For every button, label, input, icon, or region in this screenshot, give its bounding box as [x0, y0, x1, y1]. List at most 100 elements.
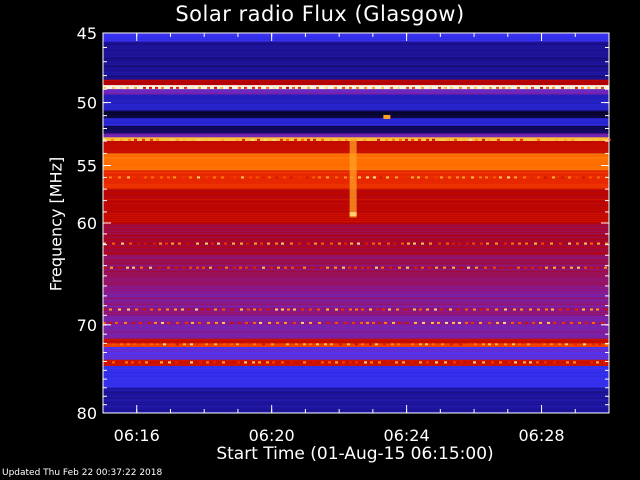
hot-line-segment [419, 343, 422, 346]
hot-line-segment [306, 176, 309, 179]
hot-line-segment [135, 308, 138, 311]
hot-line-segment [182, 176, 185, 179]
hot-line-segment [191, 321, 194, 324]
band-streak [103, 365, 609, 367]
hot-line-segment [360, 321, 363, 324]
hot-line-segment [171, 242, 174, 245]
band-streak [103, 231, 609, 232]
hot-line-segment [150, 308, 153, 311]
band-streak [103, 345, 609, 347]
band-streak [103, 359, 609, 361]
hot-line-segment [170, 343, 173, 346]
hot-line-segment [491, 361, 494, 364]
hot-line-segment [597, 242, 600, 245]
hot-line-segment [142, 138, 145, 141]
frequency-band [103, 133, 609, 138]
hot-line-segment [238, 86, 241, 89]
hot-line-segment [344, 242, 347, 245]
hot-line-segment [301, 321, 304, 324]
hot-line-segment [150, 138, 153, 141]
hot-line-segment [573, 361, 576, 364]
hot-line-segment [392, 321, 395, 324]
hot-line-segment [128, 138, 131, 141]
band-streak [103, 67, 609, 69]
hot-line-segment [514, 361, 517, 364]
hot-line-segment [197, 138, 200, 141]
hot-line-segment [545, 308, 548, 311]
hot-line-segment [213, 361, 216, 364]
hot-line-segment [386, 176, 389, 179]
hot-line-segment [139, 321, 142, 324]
hot-line-segment [403, 176, 406, 179]
hot-line-segment [318, 321, 321, 324]
hot-line-segment [429, 86, 432, 89]
band-streak [103, 219, 609, 221]
hot-line-segment [229, 86, 232, 89]
hot-line-segment [212, 138, 215, 141]
band-streak [103, 257, 609, 259]
hot-line-segment [570, 321, 573, 324]
hot-line-segment [482, 361, 485, 364]
hot-line-segment [513, 138, 516, 141]
hot-line-segment [537, 176, 540, 179]
band-streak [103, 129, 609, 131]
hot-line-segment [396, 308, 399, 311]
hot-line-segment [496, 86, 499, 89]
hot-line-segment [237, 361, 240, 364]
hot-line-segment [202, 266, 205, 269]
hot-line-segment [176, 138, 179, 141]
hot-line-segment [145, 361, 148, 364]
hot-line-segment [406, 266, 409, 269]
band-streak [103, 281, 609, 283]
band-streak [103, 253, 609, 254]
hot-line-segment [241, 176, 244, 179]
hot-line-segment [559, 308, 562, 311]
hot-line-segment [541, 242, 544, 245]
hot-line-segment [590, 361, 593, 364]
hot-line-segment [577, 266, 580, 269]
band-streak [103, 263, 609, 265]
band-streak [103, 245, 609, 246]
hot-line-segment [132, 266, 135, 269]
band-streak [103, 271, 609, 273]
hot-line-segment [389, 266, 392, 269]
hot-line-segment [144, 242, 147, 245]
hot-line-segment [499, 176, 502, 179]
hot-line-segment [460, 266, 463, 269]
hot-line-segment [127, 308, 130, 311]
band-streak [103, 98, 609, 100]
hot-line-segment [247, 308, 250, 311]
hot-line-segment [596, 266, 599, 269]
hot-line-segment [376, 308, 379, 311]
hot-line-segment [407, 242, 410, 245]
hot-line-segment [534, 242, 537, 245]
chart-title: Solar radio Flux (Glasgow) [175, 2, 465, 26]
hot-line-segment [518, 321, 521, 324]
hot-line-segment [506, 138, 509, 141]
hot-line-segment [209, 266, 212, 269]
hot-line-segment [292, 86, 295, 89]
hot-line-segment [361, 266, 364, 269]
band-streak [103, 371, 609, 373]
band-streak [103, 118, 609, 120]
hot-line-segment [425, 343, 428, 346]
hot-line-segment [562, 321, 565, 324]
hot-line-segment [307, 138, 310, 141]
hot-line-segment [432, 343, 435, 346]
band-streak [103, 233, 609, 234]
hot-line-segment [529, 361, 532, 364]
hot-line-segment [561, 86, 564, 89]
hot-line-segment [181, 308, 184, 311]
hot-line-segment [297, 361, 300, 364]
hot-line-segment [259, 321, 262, 324]
hot-line-segment [517, 86, 520, 89]
band-streak [103, 35, 609, 36]
hot-line-segment [599, 138, 602, 141]
hot-line [103, 321, 604, 324]
band-streak [103, 79, 609, 81]
hot-line-segment [539, 321, 542, 324]
hot-line-segment [120, 138, 123, 141]
hot-line-segment [395, 361, 398, 364]
hot-line-segment [190, 361, 193, 364]
hot-line-segment [553, 361, 556, 364]
